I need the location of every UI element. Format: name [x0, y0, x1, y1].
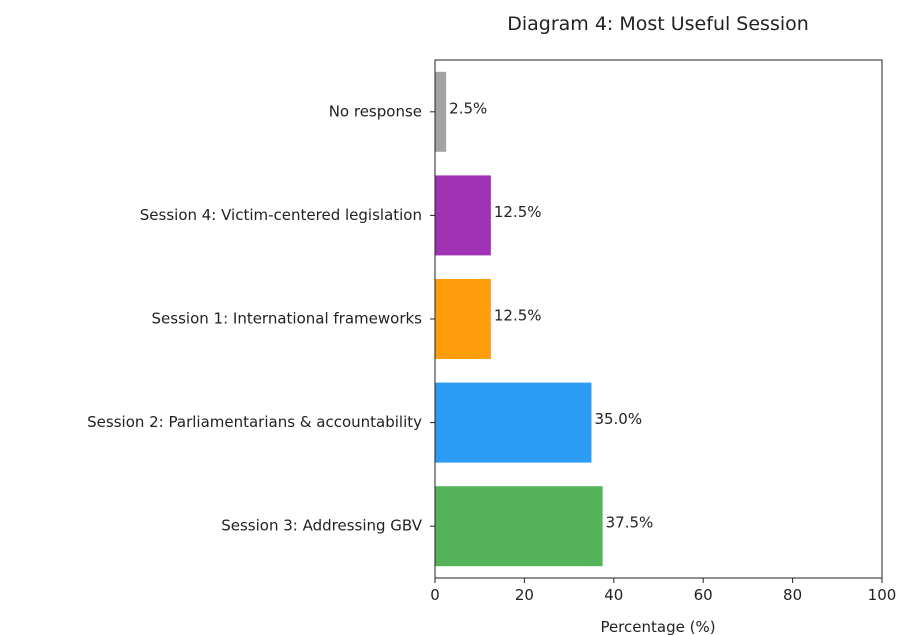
bar-4 — [435, 72, 446, 152]
data-label-3: 12.5% — [494, 203, 542, 221]
bar-1 — [435, 383, 591, 463]
category-label-0: Session 3: Addressing GBV — [221, 517, 423, 535]
category-label-4: No response — [329, 102, 422, 120]
x-tick-label-2: 40 — [604, 586, 623, 604]
x-tick-label-3: 60 — [694, 586, 713, 604]
data-label-4: 2.5% — [449, 99, 487, 117]
x-tick-label-4: 80 — [783, 586, 802, 604]
bar-2 — [435, 279, 491, 359]
chart-title: Diagram 4: Most Useful Session — [507, 13, 809, 35]
bar-3 — [435, 175, 491, 255]
category-label-3: Session 4: Victim-centered legislation — [140, 206, 422, 224]
x-tick-label-0: 0 — [430, 586, 440, 604]
category-labels: Session 3: Addressing GBV Session 2: Parl… — [87, 102, 435, 534]
x-axis-ticks: 0 20 40 60 80 100 — [430, 578, 896, 604]
bars-group: 37.5% 35.0% 12.5% 12.5% 2.5% — [435, 72, 653, 566]
data-label-2: 12.5% — [494, 307, 542, 325]
category-label-1: Session 2: Parliamentarians & accountabi… — [87, 413, 422, 431]
data-label-0: 37.5% — [606, 514, 654, 532]
bar-0 — [435, 486, 603, 566]
category-label-2: Session 1: International frameworks — [152, 310, 423, 328]
x-axis-label: Percentage (%) — [600, 618, 715, 635]
x-tick-label-1: 20 — [515, 586, 534, 604]
data-label-1: 35.0% — [594, 410, 642, 428]
x-tick-label-5: 100 — [868, 586, 897, 604]
